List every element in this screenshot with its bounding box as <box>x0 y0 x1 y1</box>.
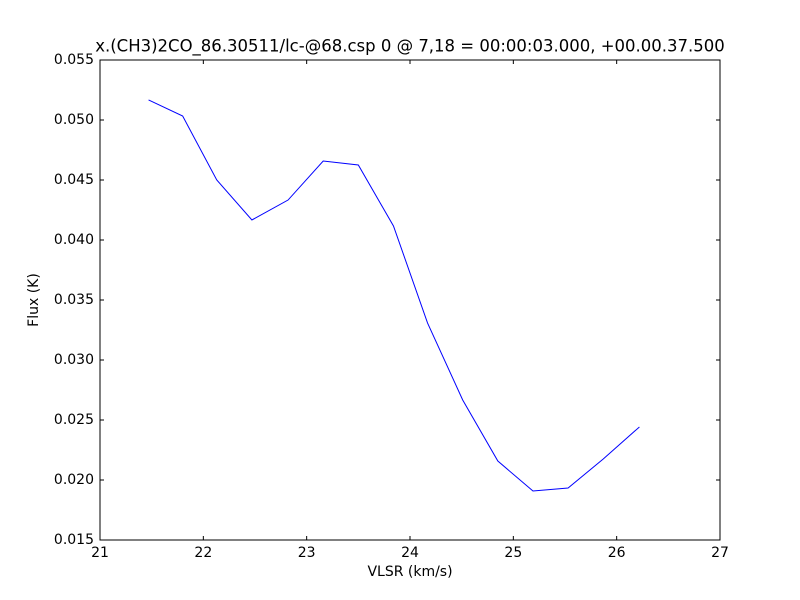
x-tick-label: 26 <box>608 545 626 561</box>
y-axis-label: Flux (K) <box>26 273 42 327</box>
x-tick-label: 27 <box>711 545 729 561</box>
x-tick-label: 25 <box>504 545 522 561</box>
y-tick-label: 0.045 <box>54 172 94 188</box>
y-tick-label: 0.040 <box>54 232 94 248</box>
y-tick-label: 0.035 <box>54 292 94 308</box>
x-tick-label: 24 <box>401 545 419 561</box>
y-tick-label: 0.055 <box>54 52 94 68</box>
x-tick-label: 23 <box>298 545 316 561</box>
data-line <box>148 99 640 492</box>
y-tick-label: 0.050 <box>54 112 94 128</box>
y-tick-label: 0.015 <box>54 532 94 548</box>
y-tick-label: 0.025 <box>54 412 94 428</box>
x-axis-label: VLSR (km/s) <box>367 564 452 580</box>
chart-title: x.(CH3)2CO_86.30511/lc-@68.csp 0 @ 7,18 … <box>95 37 725 57</box>
x-tick-label: 21 <box>91 545 109 561</box>
x-tick-label: 22 <box>194 545 212 561</box>
y-tick-label: 0.020 <box>54 472 94 488</box>
y-tick-label: 0.030 <box>54 352 94 368</box>
